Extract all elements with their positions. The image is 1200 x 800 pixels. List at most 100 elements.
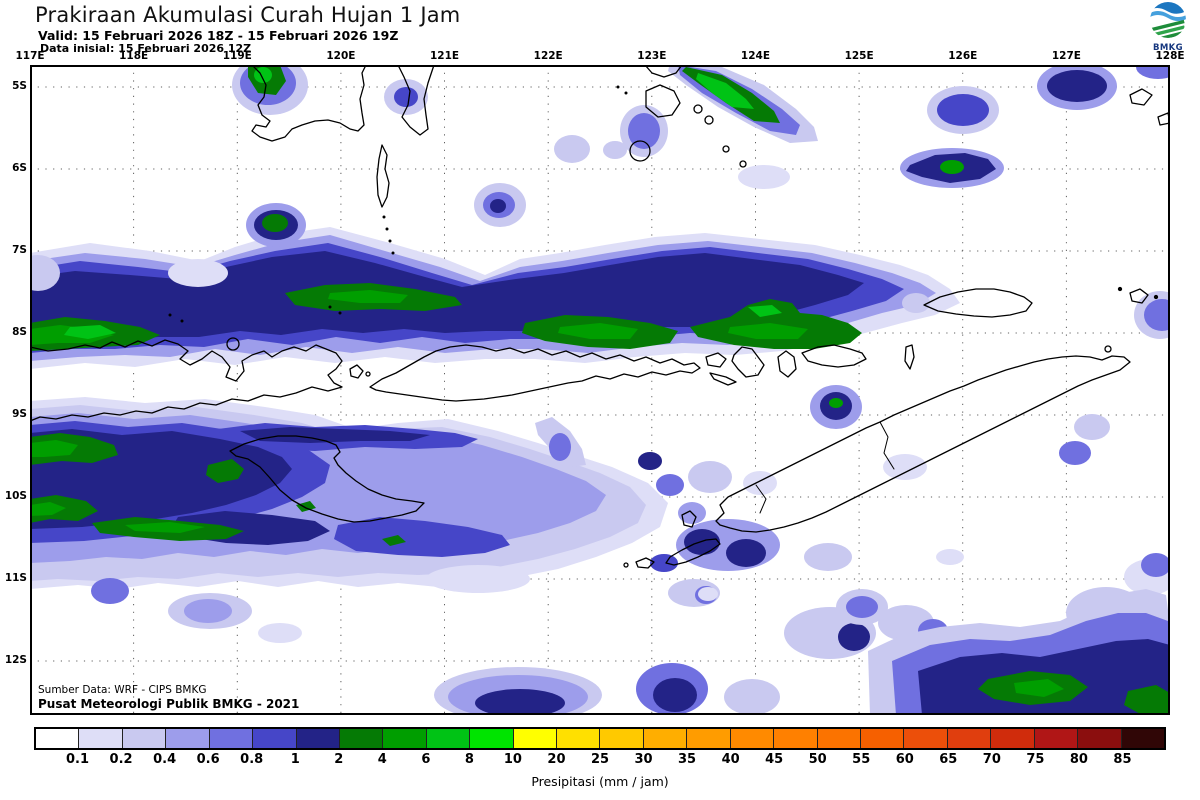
timor-border — [879, 421, 895, 470]
source-text: Sumber Data: WRF - CIPS BMKG — [38, 684, 207, 696]
colorbar-boundary-label: 0.8 — [240, 752, 264, 767]
colorbar-boundary-label: 35 — [678, 752, 697, 767]
bmkg-logo-label: BMKG — [1152, 43, 1184, 53]
lon-tick-label: 117E — [15, 50, 45, 62]
precip-scattered-cells — [16, 55, 1186, 723]
colorbar-boundary-label: 20 — [547, 752, 566, 767]
colorbar-cell — [861, 729, 905, 748]
coast-lembata — [731, 346, 765, 378]
coast-atauro — [904, 344, 915, 370]
lat-tick-label: 5S — [12, 80, 27, 92]
precip-southwest-band — [30, 397, 668, 589]
colorbar-cell — [339, 729, 384, 748]
colorbar-boundary-label: 4 — [377, 752, 387, 767]
colorbar-boundary-label: 25 — [590, 752, 610, 767]
coast-semau — [681, 510, 697, 528]
colorbar-cell — [470, 729, 514, 748]
bmkg-logo-icon — [1150, 2, 1186, 38]
map-area: Sumber Data: WRF - CIPS BMKG Pusat Meteo… — [16, 55, 1186, 723]
lon-tick-label: 122E — [533, 50, 563, 62]
colorbar-boundary-label: 85 — [1113, 752, 1132, 767]
credit-text: Pusat Meteorologi Publik BMKG - 2021 — [38, 697, 299, 711]
colorbar-boundary-label: 1 — [290, 752, 300, 767]
colorbar-boundary-label: 30 — [634, 752, 653, 767]
colorbar-boundary-label: 65 — [939, 752, 958, 767]
timor-border-2 — [755, 484, 767, 514]
colorbar-boundary-label: 45 — [765, 752, 784, 767]
lon-tick-label: 125E — [844, 50, 874, 62]
lat-tick-label: 11S — [4, 572, 27, 584]
colorbar-cell — [253, 729, 297, 748]
colorbar-boundary-label: 55 — [852, 752, 871, 767]
colorbar-boundary-label: 80 — [1069, 752, 1088, 767]
lon-tick-label: 118E — [119, 50, 149, 62]
colorbar-boundary-label: 40 — [721, 752, 740, 767]
lon-tick-label: 124E — [740, 50, 771, 62]
coast-sumba — [229, 435, 425, 523]
coast-buton — [645, 84, 681, 118]
colorbar-boundary-label: 60 — [895, 752, 914, 767]
colorbar-cell — [947, 729, 992, 748]
coast-sulawesi-se-tip — [644, 64, 683, 78]
colorbar-cell — [774, 729, 818, 748]
lon-tick-label: 123E — [637, 50, 667, 62]
colorbar-boundary-label: 8 — [464, 752, 474, 767]
colorbar-boundary-label: 70 — [982, 752, 1001, 767]
lon-tick-label: 128E — [1155, 50, 1185, 62]
lon-tick-label: 126E — [948, 50, 978, 62]
colorbar-boundary-label: 0.4 — [153, 752, 177, 767]
coast-sumbawa — [29, 339, 343, 422]
lat-tick-label: 6S — [12, 162, 27, 174]
colorbar-cell — [687, 729, 731, 748]
colorbar-cell — [296, 729, 340, 748]
colorbar-cell — [643, 729, 688, 748]
precip-north-band — [30, 227, 960, 369]
colorbar-boundary-label: 0.1 — [66, 752, 90, 767]
colorbar-caption: Presipitasi (mm / jam) — [531, 774, 669, 789]
coast-sulawesi — [251, 64, 367, 142]
valid-time-label: Valid: 15 Februari 2026 18Z - 15 Februar… — [38, 28, 399, 43]
bmkg-logo: BMKG — [1147, 1, 1189, 53]
coast-timor — [715, 355, 1131, 533]
lon-tick-label: 119E — [222, 50, 252, 62]
colorbar-cell — [730, 729, 775, 748]
colorbar-cell — [991, 729, 1035, 748]
colorbar-boundary-label: 75 — [1026, 752, 1045, 767]
colorbar-cell — [166, 729, 210, 748]
colorbar-cell — [383, 729, 427, 748]
coast-flores — [369, 344, 701, 402]
colorbar-cell — [36, 729, 80, 748]
coast-rote — [665, 538, 721, 566]
colorbar-boundary-label: 0.2 — [109, 752, 133, 767]
lat-tick-label: 10S — [4, 490, 27, 502]
coast-solor — [709, 372, 737, 386]
coast-atoll-ring — [629, 140, 651, 162]
colorbar-boundary-label: 6 — [421, 752, 431, 767]
colorbar-cell — [904, 729, 948, 748]
colorbar-boundary-label: 10 — [503, 752, 522, 767]
precipitation-map: Sumber Data: WRF - CIPS BMKG Pusat Meteo… — [16, 55, 1186, 723]
colorbar-boundary-label: 50 — [808, 752, 827, 767]
colorbar-cell — [1078, 729, 1122, 748]
colorbar-cell — [122, 729, 167, 748]
coast-wetar — [923, 288, 1033, 318]
colorbar-cell — [1034, 729, 1079, 748]
colorbar — [34, 727, 1166, 750]
lon-tick-label: 120E — [326, 50, 356, 62]
colorbar-cell — [513, 729, 558, 748]
colorbar-cell — [79, 729, 123, 748]
colorbar-boundary-label: 0.6 — [196, 752, 220, 767]
lat-tick-label: 7S — [12, 244, 27, 256]
coastlines — [29, 64, 1171, 569]
colorbar-cell — [817, 729, 862, 748]
coast-alor — [801, 344, 867, 368]
lat-tick-label: 8S — [12, 326, 27, 338]
initial-data-label: Data inisial: 15 Februari 2026 12Z — [40, 42, 252, 55]
lon-tick-label: 127E — [1051, 50, 1081, 62]
coast-savu — [635, 557, 655, 569]
page-title: Prakiraan Akumulasi Curah Hujan 1 Jam — [35, 3, 461, 27]
colorbar-boundary-label: 2 — [334, 752, 344, 767]
colorbar-cell — [600, 729, 644, 748]
coast-bone-gulf — [397, 64, 435, 136]
